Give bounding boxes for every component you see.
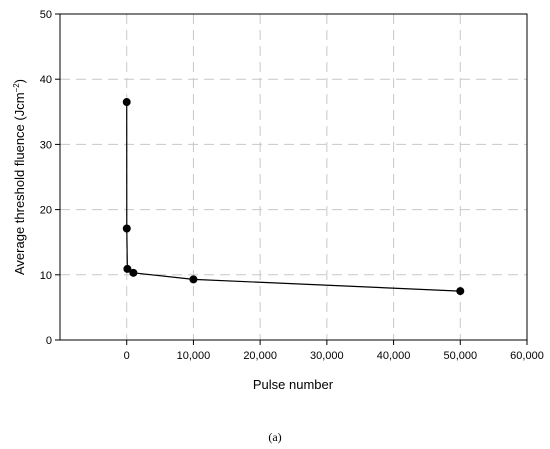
marker	[189, 275, 198, 284]
x-tick-label: 40,000	[377, 350, 411, 362]
x-tick-label: 0	[124, 350, 130, 362]
marker	[129, 268, 138, 277]
y-tick-label: 30	[40, 139, 52, 151]
x-tick-label: 20,000	[243, 350, 277, 362]
marker	[456, 287, 465, 296]
plot-frame	[59, 13, 528, 341]
caption: (a)	[268, 430, 281, 444]
y-tick-label: 50	[40, 9, 52, 21]
marker	[122, 98, 131, 107]
y-axis-label-close: )	[12, 79, 27, 83]
x-axis-label: Pulse number	[253, 377, 334, 392]
y-axis-label-sup: −2	[12, 83, 21, 93]
x-tick-label: 60,000	[510, 350, 544, 362]
x-tick-label: 30,000	[310, 350, 344, 362]
x-tick-label: 50,000	[443, 350, 477, 362]
line	[126, 102, 461, 292]
y-tick-label: 0	[46, 335, 52, 347]
marker	[123, 264, 132, 273]
y-tick-label: 40	[40, 74, 52, 86]
y-tick-label: 20	[40, 205, 52, 217]
y-axis-label: Average threshold fluence (Jcm−2)	[12, 79, 27, 275]
y-axis-label-text: Average threshold fluence (Jcm	[12, 92, 27, 275]
marker	[122, 224, 131, 233]
x-tick-label: 10,000	[177, 350, 211, 362]
y-tick-label: 10	[40, 270, 52, 282]
